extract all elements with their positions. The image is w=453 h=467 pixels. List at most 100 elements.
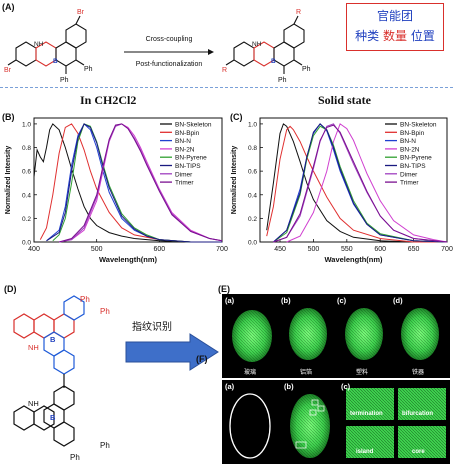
product-r-top: R	[296, 9, 301, 16]
y-tick-label: 0.0	[22, 240, 31, 247]
legend-entry: Trimer	[400, 180, 419, 187]
legend-entry: BN-N	[400, 138, 416, 145]
dimer-nh1: NH	[28, 343, 39, 352]
fingerprint-lower-art	[229, 388, 446, 459]
reaction-arrow: Cross-coupling Post-functionalization	[124, 36, 214, 68]
series-line-bn-2n	[286, 123, 448, 243]
lower-label-c: (c)	[341, 382, 351, 391]
legend-entry: Dimer	[400, 171, 418, 178]
detail-termination: termination	[350, 411, 383, 417]
detail-grid	[346, 388, 446, 458]
detail-core: core	[412, 449, 425, 455]
legend-entry: Trimer	[175, 180, 194, 187]
box-word-kind: 种类	[355, 29, 380, 43]
series-line-bn-2n	[59, 123, 223, 243]
thumb-iron	[401, 308, 439, 360]
thumb-label-b: (b)	[281, 296, 291, 305]
series-line-bn-skeleton	[33, 123, 222, 243]
caption-plastic: 塑料	[356, 369, 369, 376]
detail-island: island	[356, 449, 374, 455]
thumb-label-a: (a)	[225, 296, 235, 305]
x-tick-label: 700	[216, 246, 228, 253]
series-line-bn-n	[273, 123, 448, 243]
x-tick-label: 600	[374, 246, 386, 253]
fingerprint-detail-main	[290, 394, 330, 458]
arrow-bottom-label: Post-functionalization	[135, 61, 203, 68]
scheme-product: R R NH B Ph Ph	[222, 9, 311, 84]
y-tick-label: 0.2	[248, 216, 257, 223]
lower-label-a: (a)	[225, 382, 235, 391]
x-axis-label: Wavelength(nm)	[324, 255, 383, 264]
series-line-bn-tips	[273, 123, 448, 243]
x-tick-label: 700	[441, 246, 453, 253]
product-r-left: R	[222, 67, 227, 74]
caption-iron: 铁器	[412, 369, 425, 376]
lower-label-b: (b)	[284, 382, 294, 391]
dimer-ph4: Ph	[100, 441, 110, 450]
plot-frame	[33, 117, 223, 243]
thumb-foil	[289, 308, 327, 360]
legend-entry: BN-Bpin	[400, 130, 425, 137]
legend-entry: BN-2N	[400, 146, 420, 153]
scheme-reactant: Br Br NH B Ph Ph	[4, 9, 93, 84]
caption-glass: 玻璃	[244, 369, 257, 376]
thumb-label-c: (c)	[337, 296, 347, 305]
box-word-position: 位置	[410, 29, 435, 43]
series-line-bn-skeleton	[266, 123, 447, 243]
reactant-br-left: Br	[4, 67, 12, 74]
x-tick-label: 550	[341, 246, 353, 253]
product-ph1: Ph	[278, 77, 287, 84]
product-nh: NH	[252, 41, 262, 48]
y-tick-label: 0.2	[22, 216, 31, 223]
y-tick-label: 0.6	[22, 169, 31, 176]
dimer-structure: Ph Ph B NH NH B Ph Ph	[13, 295, 110, 462]
detail-bifurcation: bifurcation	[402, 411, 433, 417]
y-tick-label: 0.4	[22, 192, 31, 199]
y-tick-label: 1.0	[248, 121, 257, 128]
y-tick-label: 0.6	[248, 169, 257, 176]
series-line-bn-bpin	[39, 123, 222, 243]
dimer-b1: B	[50, 335, 56, 344]
series-line-bn-n	[46, 123, 222, 243]
legend-entry: BN-Pyrene	[175, 155, 207, 162]
y-axis-label: Normalized Intensity	[231, 146, 238, 215]
product-ph2: Ph	[302, 66, 311, 73]
thumb-glass	[232, 310, 272, 362]
dimer-b2: B	[50, 413, 56, 422]
panel-label-d: (D)	[4, 284, 17, 294]
x-tick-label: 500	[91, 246, 103, 253]
series-line-trimer	[58, 123, 223, 243]
plot-frame	[259, 117, 448, 243]
arrow-top-label: Cross-coupling	[145, 36, 193, 43]
panel-label-c: (C)	[230, 112, 243, 122]
functional-group-box: 官能团 种类 数量 位置	[346, 3, 444, 51]
dimer-ph3: Ph	[70, 453, 80, 462]
series-line-bn-pyrene	[273, 125, 448, 243]
thumb-label-d: (d)	[393, 296, 403, 305]
legend-entry: Dimer	[175, 171, 193, 178]
series-line-bn-tips	[46, 123, 222, 243]
box-word-number: 数量	[382, 29, 407, 43]
x-tick-label: 400	[28, 246, 40, 253]
section-divider	[0, 87, 453, 88]
legend-entry: BN-Pyrene	[400, 155, 432, 162]
y-tick-label: 0.0	[248, 240, 257, 247]
fingerprint-thumbs	[232, 308, 439, 362]
caption-foil: 铝箔	[300, 369, 313, 376]
reactant-br-top: Br	[77, 9, 85, 16]
x-tick-label: 500	[308, 246, 320, 253]
y-axis-label: Normalized Intensity	[5, 146, 12, 215]
blank-ring	[229, 393, 271, 459]
dimer-ph2: Ph	[100, 307, 110, 316]
box-line2: 种类 数量 位置	[347, 26, 443, 46]
y-tick-label: 0.8	[248, 145, 257, 152]
panel-label-b: (B)	[2, 112, 15, 122]
panel-label-e: (E)	[218, 284, 230, 294]
x-axis-label: Wavelength(nm)	[99, 255, 158, 264]
emission-chart-solution: 400 500 600 700 0.0 0.2 0.4 0.6 0.8 1.0 Wavelength…	[5, 117, 228, 264]
x-tick-label: 450	[274, 246, 286, 253]
legend-entry: BN-Bpin	[175, 130, 200, 137]
fingerprint-arrow-text: 指纹识别	[132, 322, 172, 333]
reactant-nh: NH	[34, 41, 44, 48]
product-b: B	[271, 58, 276, 65]
